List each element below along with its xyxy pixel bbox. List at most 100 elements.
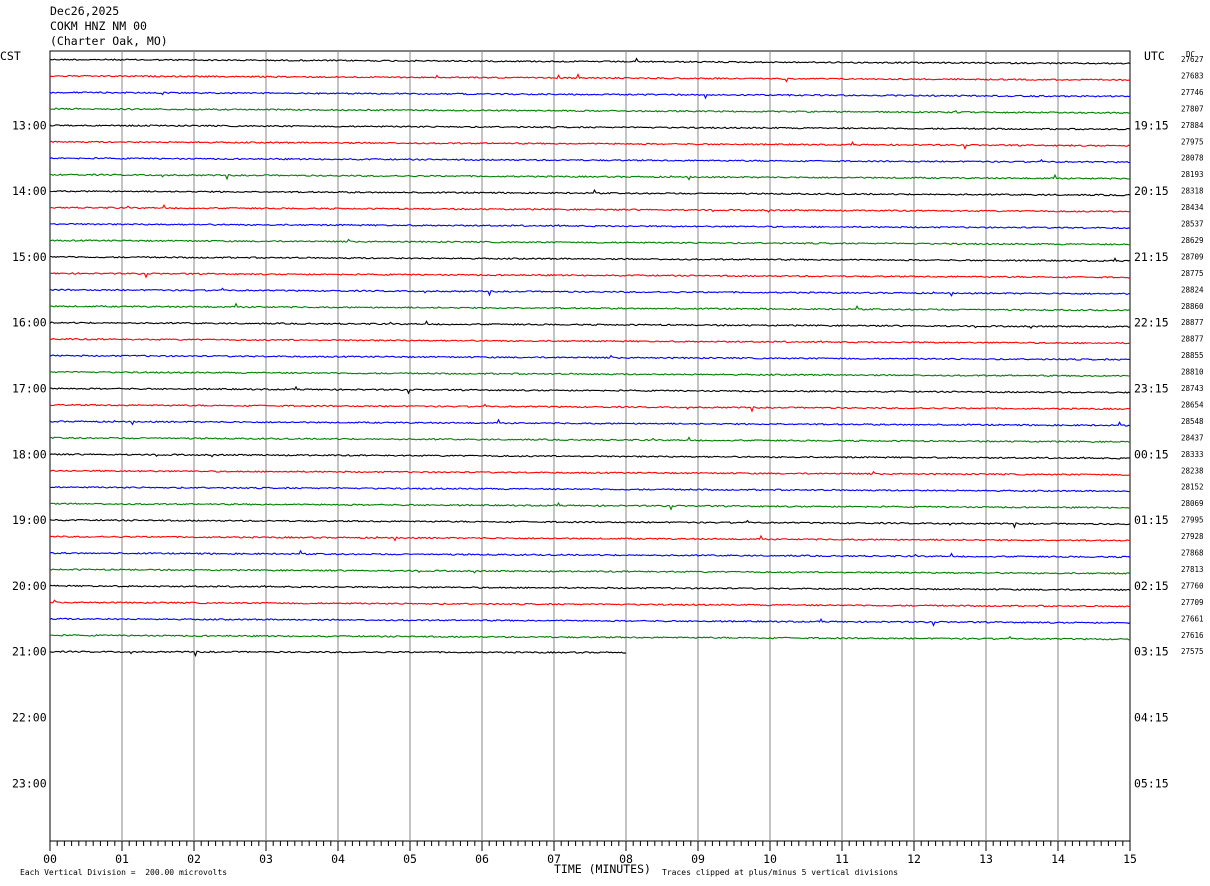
chart-header: Dec26,2025 COKM HNZ NM 00 (Charter Oak, … bbox=[50, 4, 168, 49]
x-tick-label: 14 bbox=[1051, 852, 1065, 866]
dc-value: 27807 bbox=[1181, 104, 1204, 113]
cst-axis-label: CST bbox=[0, 49, 21, 63]
x-tick-label: 05 bbox=[403, 852, 417, 866]
x-tick-label: 04 bbox=[331, 852, 345, 866]
cst-hour-label: 21:00 bbox=[12, 645, 47, 659]
trace-line bbox=[49, 57, 1131, 65]
utc-hour-label: 04:15 bbox=[1134, 711, 1169, 725]
trace-line bbox=[49, 287, 1131, 297]
dc-value: 28709 bbox=[1181, 252, 1204, 261]
dc-value: 27709 bbox=[1181, 598, 1204, 607]
dc-value: 27760 bbox=[1181, 581, 1204, 590]
utc-hour-label: 21:15 bbox=[1134, 250, 1169, 264]
trace-line bbox=[49, 255, 1131, 263]
x-tick-label: 10 bbox=[763, 852, 777, 866]
dc-value: 27928 bbox=[1181, 532, 1204, 541]
dc-value: 27627 bbox=[1181, 55, 1204, 64]
trace-line bbox=[49, 453, 1131, 460]
cst-hour-label: 15:00 bbox=[12, 250, 47, 264]
trace-line bbox=[49, 584, 1131, 592]
utc-hour-label: 22:15 bbox=[1134, 316, 1169, 330]
utc-hour-label: 20:15 bbox=[1134, 184, 1169, 198]
trace-line bbox=[49, 238, 1131, 246]
location-label: (Charter Oak, MO) bbox=[50, 34, 168, 48]
dc-value: 28152 bbox=[1181, 483, 1204, 492]
dc-value: 27868 bbox=[1181, 549, 1204, 558]
cst-hour-label: 16:00 bbox=[12, 316, 47, 330]
x-tick-label: 15 bbox=[1123, 852, 1137, 866]
utc-hour-label: 01:15 bbox=[1134, 513, 1169, 527]
trace-line bbox=[49, 302, 1131, 312]
trace-line bbox=[49, 337, 1131, 345]
trace-line bbox=[49, 418, 1131, 427]
trace-line bbox=[49, 320, 1131, 329]
dc-value: 28333 bbox=[1181, 450, 1204, 459]
trace-line bbox=[49, 568, 1131, 575]
trace-line bbox=[49, 617, 1131, 627]
cst-hour-label: 17:00 bbox=[12, 382, 47, 396]
trace-line bbox=[49, 534, 1131, 542]
x-tick-label: 13 bbox=[979, 852, 993, 866]
dc-value: 27661 bbox=[1181, 614, 1204, 623]
cst-hour-label: 20:00 bbox=[12, 579, 47, 593]
trace-line bbox=[49, 91, 1131, 100]
dc-value: 27683 bbox=[1181, 71, 1204, 80]
dc-value: 28548 bbox=[1181, 417, 1204, 426]
x-tick-label: 07 bbox=[547, 852, 561, 866]
utc-hour-label: 23:15 bbox=[1134, 382, 1169, 396]
trace-line bbox=[49, 403, 1131, 413]
cst-hour-label: 13:00 bbox=[12, 118, 47, 132]
trace-line bbox=[49, 188, 1131, 197]
dc-value: 28193 bbox=[1181, 170, 1204, 179]
label-group: CST UTC DC TIME (MINUTES) Each Vertical … bbox=[0, 49, 1204, 877]
station-label: COKM HNZ NM 00 bbox=[50, 19, 147, 33]
x-tick-label: 01 bbox=[115, 852, 129, 866]
utc-axis-label: UTC bbox=[1144, 49, 1165, 63]
trace-line bbox=[49, 107, 1131, 114]
footer-right: Traces clipped at plus/minus 5 vertical … bbox=[662, 868, 898, 877]
dc-value: 28434 bbox=[1181, 203, 1204, 212]
footer-left: Each Vertical Division = 200.00 microvol… bbox=[20, 868, 227, 877]
trace-line bbox=[49, 204, 1131, 213]
dc-value: 28437 bbox=[1181, 433, 1204, 442]
trace-line bbox=[49, 272, 1131, 279]
x-tick-label: 03 bbox=[259, 852, 273, 866]
trace-line bbox=[49, 173, 1131, 181]
dc-value: 27995 bbox=[1181, 516, 1204, 525]
dc-value: 27813 bbox=[1181, 565, 1204, 574]
dc-label: DC bbox=[1186, 50, 1195, 59]
utc-hour-label: 02:15 bbox=[1134, 579, 1169, 593]
dc-value: 28824 bbox=[1181, 285, 1204, 294]
utc-hour-label: 00:15 bbox=[1134, 447, 1169, 461]
trace-line bbox=[49, 385, 1131, 395]
utc-hour-label: 03:15 bbox=[1134, 645, 1169, 659]
utc-hour-label: 05:15 bbox=[1134, 776, 1169, 790]
trace-line bbox=[49, 370, 1131, 378]
dc-value: 28877 bbox=[1181, 335, 1204, 344]
dc-value: 28537 bbox=[1181, 220, 1204, 229]
dc-value: 28810 bbox=[1181, 368, 1204, 377]
x-tick-label: 12 bbox=[907, 852, 921, 866]
trace-line bbox=[49, 72, 1131, 83]
dc-value: 28855 bbox=[1181, 351, 1204, 360]
cst-hour-label: 18:00 bbox=[12, 447, 47, 461]
plot-frame bbox=[49, 50, 1131, 842]
dc-value: 28078 bbox=[1181, 154, 1204, 163]
dc-value: 28069 bbox=[1181, 499, 1204, 508]
grid bbox=[49, 50, 1131, 851]
cst-hour-label: 19:00 bbox=[12, 513, 47, 527]
trace-line bbox=[49, 222, 1131, 230]
dc-value: 28318 bbox=[1181, 187, 1204, 196]
x-axis-label: TIME (MINUTES) bbox=[554, 862, 651, 876]
cst-hour-label: 23:00 bbox=[12, 776, 47, 790]
dc-value: 28629 bbox=[1181, 236, 1204, 245]
dc-value: 28238 bbox=[1181, 466, 1204, 475]
trace-line bbox=[49, 157, 1131, 164]
utc-hour-label: 19:15 bbox=[1134, 118, 1169, 132]
trace-line bbox=[49, 124, 1131, 131]
dc-value: 27884 bbox=[1181, 121, 1204, 130]
dc-value: 27746 bbox=[1181, 88, 1204, 97]
x-tick-label: 06 bbox=[475, 852, 489, 866]
dc-value: 27975 bbox=[1181, 137, 1204, 146]
